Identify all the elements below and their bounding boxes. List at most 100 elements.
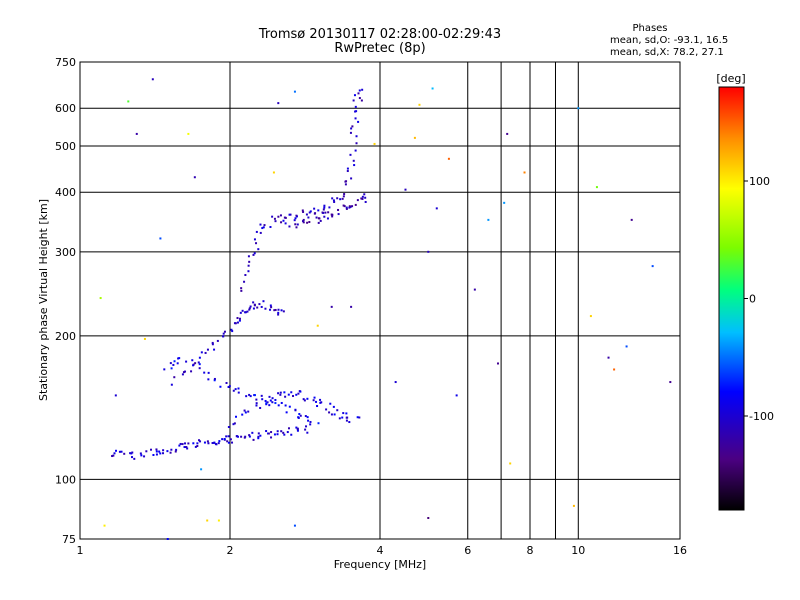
data-point [523, 171, 526, 174]
data-point [162, 449, 165, 452]
data-point [163, 368, 166, 371]
data-point [247, 270, 250, 273]
y-tick-label: 200 [55, 330, 76, 343]
data-point [265, 430, 268, 433]
stats-x-mode: mean, sd,X: 78.2, 27.1 [610, 47, 724, 58]
colorbar-label: [deg] [716, 72, 745, 85]
data-point [487, 218, 490, 221]
data-point [354, 105, 357, 108]
data-point [287, 427, 290, 430]
data-point [323, 215, 326, 218]
data-point [296, 429, 299, 432]
data-point [301, 220, 304, 223]
data-point [248, 435, 251, 438]
data-point [341, 197, 344, 200]
data-point [252, 438, 255, 441]
data-point [240, 435, 243, 438]
data-point [178, 357, 181, 360]
data-point [257, 437, 260, 440]
data-point [630, 218, 633, 221]
data-point [343, 193, 346, 196]
data-point [607, 356, 610, 359]
y-axis-label: Stationary phase Virtual Height [km] [37, 199, 50, 401]
data-point [265, 403, 268, 406]
data-point [213, 379, 216, 382]
data-point [427, 517, 430, 520]
data-point [139, 452, 142, 455]
data-point [613, 368, 616, 371]
chart-subtitle: RwPretec (8p) [334, 41, 425, 56]
data-point [256, 306, 259, 309]
data-point [361, 195, 364, 198]
data-point [247, 255, 250, 258]
data-point [159, 237, 162, 240]
data-point [330, 305, 333, 308]
data-point [506, 132, 509, 135]
data-point [231, 441, 234, 444]
data-point [268, 395, 271, 398]
data-point [192, 364, 195, 367]
data-point [321, 211, 324, 214]
data-point [166, 538, 169, 540]
data-point [229, 438, 232, 441]
data-point [577, 107, 580, 110]
data-point [309, 210, 312, 213]
data-point [344, 183, 347, 186]
data-point [317, 209, 320, 212]
data-point [294, 217, 297, 220]
data-point [273, 433, 276, 436]
x-tick-label: 16 [673, 544, 687, 557]
data-point [170, 367, 173, 370]
data-point [252, 307, 255, 310]
data-point [140, 454, 143, 457]
data-point [159, 452, 162, 455]
data-point [301, 209, 304, 212]
data-point [431, 87, 434, 90]
data-point [355, 135, 358, 138]
data-point [261, 398, 264, 401]
data-point [276, 430, 279, 433]
data-point [280, 401, 283, 404]
data-point [277, 392, 280, 395]
data-point [185, 360, 188, 363]
data-point [350, 305, 353, 308]
data-point [283, 433, 286, 436]
data-point [328, 206, 331, 209]
data-point [214, 443, 217, 446]
data-point [346, 416, 349, 419]
data-point [123, 452, 126, 455]
data-point [280, 430, 283, 433]
data-point [595, 186, 598, 189]
data-point [120, 450, 123, 453]
data-point [198, 356, 201, 359]
data-point [333, 200, 336, 203]
data-point [216, 339, 219, 342]
data-point [509, 462, 512, 465]
data-point [271, 397, 274, 400]
data-point [316, 405, 319, 408]
data-point [222, 332, 225, 335]
data-point [364, 196, 367, 199]
data-point [234, 388, 237, 391]
chart-title: Tromsø 20130117 02:28:00-02:29:43 [258, 27, 501, 42]
data-point [185, 446, 188, 449]
data-point [257, 432, 260, 435]
data-point [129, 452, 132, 455]
data-point [336, 197, 339, 200]
data-point [173, 360, 176, 363]
data-point [320, 401, 323, 404]
data-point [343, 205, 346, 208]
data-point [295, 214, 298, 217]
data-point [273, 309, 276, 312]
data-point [333, 413, 336, 416]
data-point [353, 164, 356, 167]
data-point [294, 409, 297, 412]
data-point [247, 264, 250, 267]
data-point [290, 391, 293, 394]
data-point [261, 227, 264, 230]
data-point [203, 441, 206, 444]
data-point [197, 361, 200, 364]
y-tick-label: 750 [55, 56, 76, 69]
data-point [252, 301, 255, 304]
data-point [113, 452, 116, 455]
